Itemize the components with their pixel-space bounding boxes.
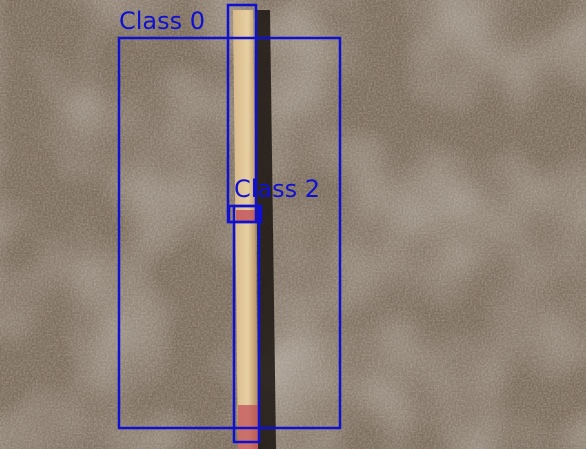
box-label: Class 2	[234, 175, 320, 203]
shadow	[256, 10, 276, 449]
box-label: Class 0	[119, 7, 205, 35]
stick	[233, 10, 258, 449]
bounding-box	[117, 36, 342, 430]
stick-mark	[236, 210, 256, 222]
bounding-box	[232, 204, 261, 444]
